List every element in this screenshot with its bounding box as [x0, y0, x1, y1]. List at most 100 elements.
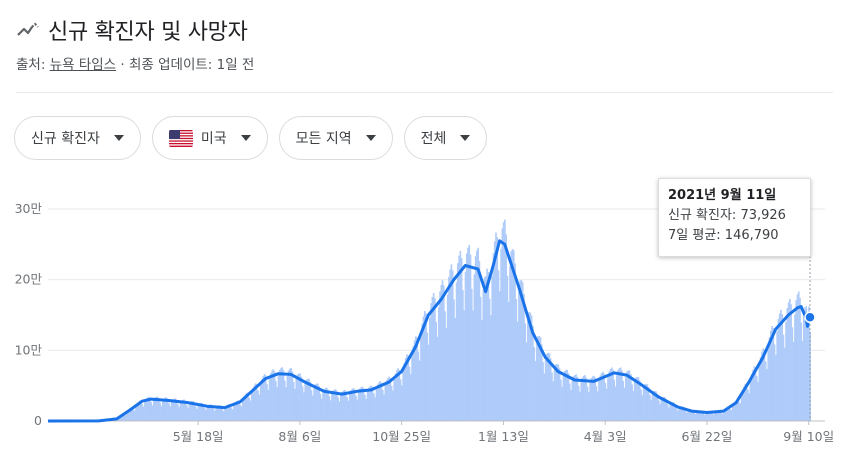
daily-bar — [654, 391, 656, 421]
daily-bar — [394, 373, 397, 421]
daily-bar — [491, 275, 493, 421]
daily-bar — [380, 382, 383, 421]
daily-bar — [764, 361, 767, 421]
daily-bar — [216, 405, 219, 421]
source-link[interactable]: 뉴욕 타임스 — [49, 57, 117, 73]
daily-bar — [369, 386, 371, 421]
daily-bar — [645, 383, 647, 421]
daily-bar — [319, 393, 322, 421]
daily-bar — [496, 237, 499, 421]
daily-bar — [191, 401, 193, 421]
daily-bar — [135, 406, 137, 421]
daily-bar — [328, 396, 331, 421]
daily-bar — [715, 411, 717, 421]
daily-bar — [743, 386, 745, 421]
daily-bar — [595, 386, 598, 421]
source-line: 출처: 뉴욕 타임스 · 최종 업데이트: 1일 전 — [16, 53, 254, 73]
region-dropdown[interactable]: 미국 — [151, 116, 268, 160]
daily-bar — [757, 381, 759, 421]
daily-bar — [596, 391, 599, 421]
daily-bar — [140, 400, 142, 421]
daily-bar — [439, 291, 441, 421]
daily-bar — [670, 402, 673, 421]
daily-bar — [780, 309, 782, 421]
daily-bar — [672, 402, 674, 421]
daily-bar — [194, 406, 197, 421]
daily-bar — [401, 385, 403, 421]
daily-bar — [506, 275, 509, 421]
period-dropdown-label: 전체 — [420, 131, 447, 147]
daily-bar — [413, 340, 416, 421]
daily-bar — [250, 392, 253, 421]
daily-bar — [166, 398, 169, 421]
daily-bar — [161, 400, 164, 421]
daily-bar — [203, 407, 206, 421]
daily-bar — [651, 393, 654, 421]
daily-bar — [768, 337, 771, 421]
daily-bar — [686, 412, 688, 421]
daily-bar — [721, 413, 724, 421]
daily-bar — [296, 374, 299, 421]
daily-bar — [741, 390, 744, 421]
daily-bar — [617, 369, 619, 421]
daily-bar — [451, 270, 454, 421]
daily-bar — [602, 371, 604, 421]
daily-bar — [699, 410, 702, 421]
daily-bar — [244, 394, 247, 421]
daily-bar — [483, 277, 486, 421]
y-tick-label: 30만 — [15, 201, 43, 216]
daily-bar — [207, 405, 210, 421]
daily-bar — [669, 403, 672, 421]
daily-bar — [233, 404, 235, 421]
daily-bar — [485, 276, 487, 421]
daily-bar — [705, 412, 707, 421]
daily-bar — [399, 379, 402, 421]
daily-bar — [775, 354, 777, 421]
metric-dropdown[interactable]: 신규 확진자 — [14, 116, 141, 160]
daily-bar — [342, 390, 345, 421]
daily-bar — [345, 391, 347, 421]
daily-bar — [261, 379, 263, 421]
daily-bar — [449, 269, 451, 421]
daily-bar — [748, 393, 750, 421]
daily-bar — [404, 358, 407, 421]
daily-bar — [786, 308, 789, 421]
daily-bar — [441, 280, 444, 421]
daily-bar — [659, 404, 661, 421]
daily-bar — [156, 396, 159, 421]
daily-bar — [160, 405, 163, 421]
daily-bar — [282, 370, 285, 421]
area-dropdown[interactable]: 모든 지역 — [278, 116, 393, 160]
daily-bar — [317, 383, 319, 421]
daily-bar — [702, 413, 705, 421]
daily-bar — [295, 378, 298, 421]
y-tick-label: 0 — [34, 413, 42, 428]
daily-bar — [128, 409, 131, 421]
daily-bar — [665, 399, 668, 421]
daily-bar — [712, 414, 715, 421]
daily-bar — [196, 408, 198, 421]
daily-bar — [390, 385, 393, 421]
period-dropdown[interactable]: 전체 — [403, 116, 488, 160]
daily-bar — [408, 366, 411, 421]
daily-bar — [150, 402, 153, 421]
daily-bar — [605, 388, 608, 421]
daily-bar — [334, 389, 337, 421]
source-prefix: 출처: — [16, 57, 50, 73]
daily-bar — [526, 320, 529, 421]
daily-bar — [585, 377, 588, 421]
daily-bar — [626, 371, 628, 421]
seven-day-average-line — [47, 239, 812, 423]
daily-bar — [763, 349, 766, 421]
daily-bar — [180, 400, 183, 421]
daily-bar — [243, 396, 245, 421]
daily-bar — [722, 411, 725, 421]
chart-header: 신규 확진자 및 사망자 — [16, 14, 248, 46]
daily-bar — [127, 410, 130, 421]
daily-bar — [599, 375, 602, 421]
daily-bar — [197, 405, 200, 421]
daily-bar — [138, 400, 141, 421]
daily-bar — [277, 375, 280, 421]
daily-bar — [697, 410, 700, 421]
